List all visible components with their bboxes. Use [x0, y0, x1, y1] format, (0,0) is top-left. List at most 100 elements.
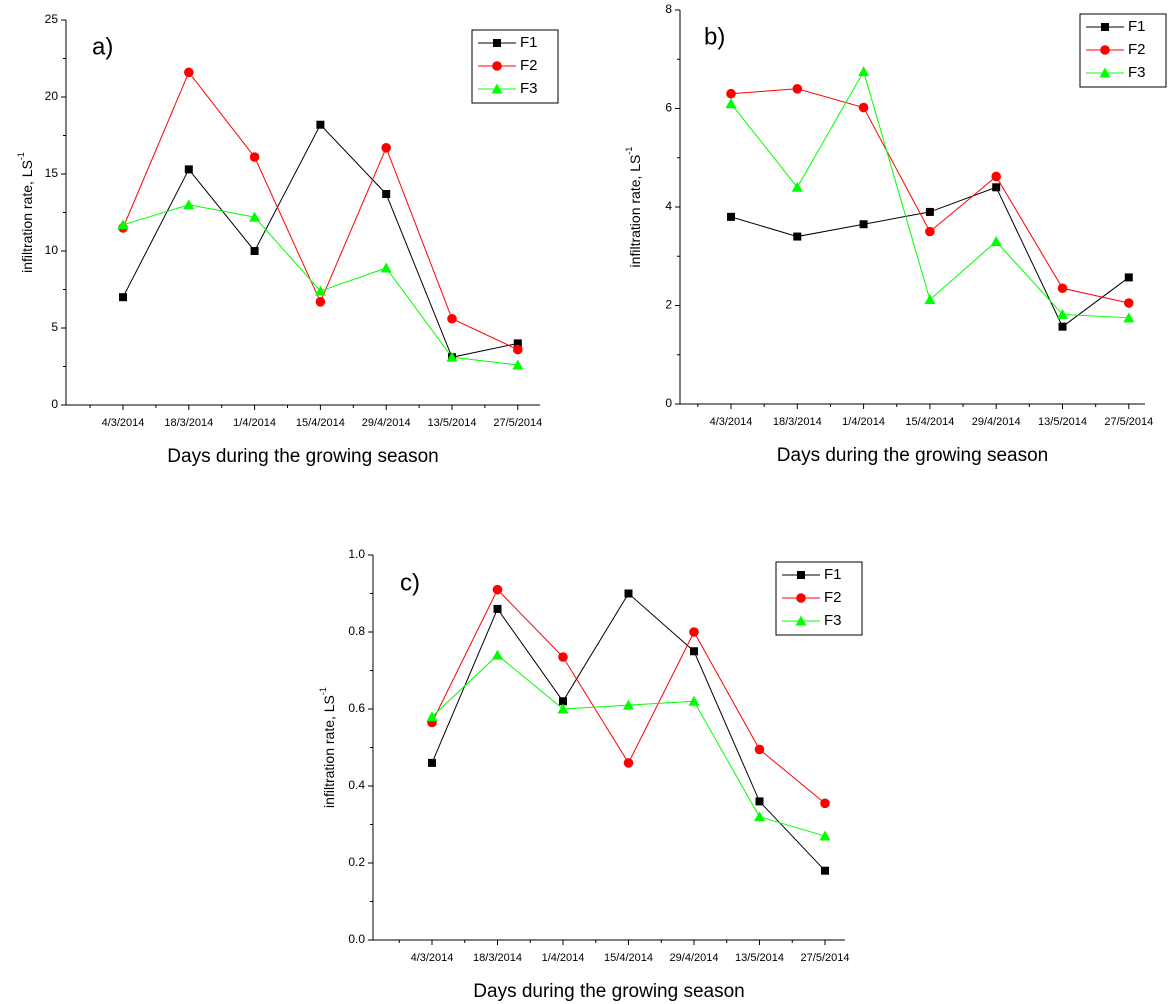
y-tick-label: 15 — [45, 166, 59, 180]
series-line — [122, 204, 518, 366]
marker — [819, 830, 831, 841]
marker — [1124, 298, 1134, 308]
marker — [1099, 67, 1111, 78]
marker — [315, 297, 326, 307]
marker — [623, 758, 634, 768]
x-tick-label: 18/3/2014 — [773, 416, 822, 428]
panel-label: c) — [400, 569, 420, 596]
marker — [858, 102, 869, 113]
y-tick-label: 0.4 — [348, 778, 365, 792]
marker — [559, 697, 567, 706]
marker — [821, 866, 829, 875]
marker — [726, 88, 736, 99]
y-tick-label: 20 — [45, 89, 59, 103]
x-axis-label: Days during the growing season — [167, 446, 438, 467]
x-tick-label: 29/4/2014 — [362, 417, 411, 429]
x-tick-label: 4/3/2014 — [102, 417, 145, 429]
marker — [820, 798, 830, 809]
marker — [791, 181, 803, 192]
marker — [795, 615, 807, 626]
marker — [314, 285, 326, 296]
marker — [1057, 308, 1068, 319]
marker — [493, 604, 502, 613]
y-tick-label: 2 — [665, 298, 672, 312]
panel-label: a) — [92, 33, 113, 60]
x-tick-label: 27/5/2014 — [801, 952, 850, 964]
x-tick-label: 13/5/2014 — [428, 417, 477, 429]
legend-label: F3 — [1128, 64, 1146, 81]
marker — [557, 703, 569, 714]
x-tick-label: 27/5/2014 — [493, 417, 542, 429]
marker — [492, 649, 503, 660]
y-tick-label: 6 — [665, 101, 672, 115]
marker — [493, 39, 501, 47]
series-line — [431, 588, 826, 804]
panel: 0 5 10 15 20 25 4/3/2014 18/3/2014 1/4/2014 15/4/… — [16, 12, 559, 467]
marker — [1058, 322, 1067, 331]
y-tick-label: 1.0 — [348, 547, 365, 561]
marker — [249, 152, 260, 162]
marker — [797, 571, 805, 579]
marker — [117, 219, 129, 230]
y-axis-label-sup: -1 — [624, 147, 634, 155]
marker — [754, 744, 765, 755]
y-tick-label: 25 — [45, 12, 59, 26]
x-tick-label: 15/4/2014 — [296, 417, 345, 429]
y-axis-label-sup: -1 — [16, 152, 26, 160]
marker — [426, 711, 438, 722]
x-tick-label: 29/4/2014 — [670, 952, 719, 964]
y-tick-label: 0.2 — [348, 855, 365, 869]
marker — [990, 235, 1002, 246]
x-tick-label: 1/4/2014 — [233, 417, 276, 429]
marker — [184, 165, 193, 174]
marker — [991, 171, 1001, 182]
y-tick-label: 8 — [665, 2, 672, 16]
y-tick-label: 10 — [45, 243, 59, 257]
x-tick-label: 29/4/2014 — [972, 416, 1021, 428]
marker — [382, 190, 391, 199]
marker — [690, 647, 698, 656]
marker — [513, 344, 523, 355]
marker — [250, 247, 259, 255]
marker — [1123, 312, 1135, 323]
y-axis-label: infiltration rate, LS-1 — [318, 687, 336, 808]
marker — [859, 220, 868, 229]
legend-label: F2 — [824, 589, 842, 606]
legend-label: F2 — [1128, 41, 1146, 58]
x-tick-label: 18/3/2014 — [164, 417, 213, 429]
y-axis-label-sup: -1 — [318, 687, 328, 695]
legend-label: F3 — [824, 612, 842, 629]
panel: 0 2 4 6 8 4/3/2014 18/3/2014 1/4/2014 15/4/2014 2… — [624, 2, 1167, 466]
marker — [428, 758, 436, 767]
marker — [925, 226, 935, 237]
marker — [792, 84, 803, 94]
y-axis-label-main: infiltration rate, LS — [19, 160, 35, 273]
legend-label: F1 — [824, 566, 842, 583]
marker — [316, 120, 325, 129]
marker — [513, 339, 522, 348]
marker — [623, 699, 634, 710]
marker — [754, 811, 765, 822]
marker — [992, 183, 1001, 192]
marker — [624, 589, 633, 598]
marker — [925, 207, 934, 216]
marker — [1100, 45, 1110, 55]
marker — [558, 652, 568, 662]
marker — [1101, 23, 1109, 31]
x-axis-label: Days during the growing season — [777, 445, 1048, 466]
series-line — [730, 70, 1129, 319]
x-tick-label: 15/4/2014 — [604, 952, 653, 964]
y-tick-label: 0.8 — [348, 624, 365, 638]
x-tick-label: 27/5/2014 — [1104, 416, 1153, 428]
y-tick-label: 4 — [665, 199, 672, 213]
y-tick-label: 0 — [51, 397, 58, 411]
marker — [689, 627, 699, 637]
y-tick-label: 0.6 — [348, 701, 365, 715]
marker — [491, 83, 503, 94]
marker — [858, 66, 870, 77]
marker — [725, 98, 737, 109]
marker — [512, 359, 524, 370]
y-tick-label: 5 — [51, 320, 58, 334]
y-axis-label: infiltration rate, LS-1 — [16, 152, 34, 273]
